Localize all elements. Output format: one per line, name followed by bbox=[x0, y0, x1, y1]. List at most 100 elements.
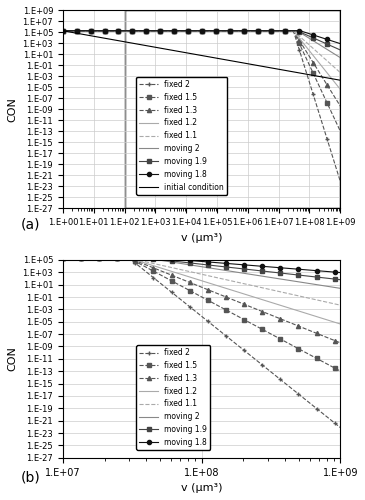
moving 2 bbox=[324, 283, 328, 289]
moving 1.8 bbox=[262, 28, 267, 34]
fixed 1.3 bbox=[338, 103, 342, 109]
fixed 1.2 bbox=[61, 28, 65, 34]
moving 2 bbox=[262, 28, 267, 34]
moving 1.9 bbox=[77, 255, 82, 261]
fixed 1.2 bbox=[94, 28, 99, 34]
initial condition bbox=[61, 28, 65, 34]
moving 1.9 bbox=[61, 255, 65, 261]
fixed 1.1 bbox=[324, 299, 328, 305]
fixed 1.2 bbox=[324, 316, 328, 322]
moving 1.8 bbox=[61, 28, 65, 34]
moving 1.8 bbox=[94, 28, 99, 34]
fixed 2 bbox=[72, 255, 76, 261]
moving 1.9 bbox=[324, 275, 328, 281]
X-axis label: v (μm³): v (μm³) bbox=[181, 232, 222, 242]
fixed 1.2 bbox=[170, 28, 175, 34]
X-axis label: v (μm³): v (μm³) bbox=[181, 483, 222, 493]
fixed 1.5 bbox=[314, 356, 319, 362]
moving 1.8 bbox=[314, 268, 319, 274]
fixed 1.3 bbox=[112, 255, 117, 261]
fixed 1.5 bbox=[235, 28, 239, 34]
fixed 1.5 bbox=[61, 28, 65, 34]
fixed 1.1 bbox=[77, 255, 82, 261]
fixed 2 bbox=[324, 414, 328, 420]
initial condition bbox=[261, 64, 265, 70]
moving 1.8 bbox=[338, 40, 342, 46]
Line: moving 2: moving 2 bbox=[63, 31, 340, 58]
moving 2 bbox=[72, 255, 76, 261]
Line: fixed 1.1: fixed 1.1 bbox=[63, 31, 340, 72]
Line: moving 2: moving 2 bbox=[63, 258, 340, 288]
Line: moving 1.9: moving 1.9 bbox=[61, 28, 342, 52]
fixed 1.2 bbox=[314, 314, 319, 320]
Text: (a): (a) bbox=[21, 217, 41, 231]
moving 1.9 bbox=[338, 47, 342, 53]
fixed 1.1 bbox=[314, 297, 319, 303]
initial condition bbox=[338, 77, 342, 83]
fixed 1.1 bbox=[338, 70, 342, 75]
fixed 1.2 bbox=[151, 28, 155, 34]
fixed 1.3 bbox=[314, 330, 319, 336]
fixed 2 bbox=[338, 178, 342, 184]
fixed 1.5 bbox=[338, 368, 342, 374]
moving 1.8 bbox=[112, 255, 117, 261]
Legend: fixed 2, fixed 1.5, fixed 1.3, fixed 1.2, fixed 1.1, moving 2, moving 1.9, movin: fixed 2, fixed 1.5, fixed 1.3, fixed 1.2… bbox=[136, 77, 227, 194]
fixed 1.5 bbox=[77, 255, 82, 261]
fixed 2 bbox=[94, 28, 99, 34]
moving 2 bbox=[170, 28, 175, 34]
fixed 1.3 bbox=[235, 28, 239, 34]
Text: (b): (b) bbox=[21, 470, 41, 484]
fixed 2 bbox=[135, 262, 139, 268]
moving 1.9 bbox=[261, 28, 265, 34]
fixed 1.3 bbox=[77, 255, 82, 261]
Line: fixed 1.5: fixed 1.5 bbox=[61, 28, 342, 134]
initial condition bbox=[235, 59, 239, 65]
initial condition bbox=[94, 34, 99, 40]
Line: moving 1.9: moving 1.9 bbox=[61, 256, 342, 282]
moving 2 bbox=[235, 28, 239, 34]
moving 2 bbox=[77, 255, 82, 261]
moving 2 bbox=[338, 286, 342, 292]
fixed 1.3 bbox=[338, 340, 342, 346]
fixed 2 bbox=[170, 28, 175, 34]
Line: fixed 1.1: fixed 1.1 bbox=[63, 258, 340, 305]
moving 1.8 bbox=[135, 255, 139, 261]
fixed 1.2 bbox=[72, 255, 76, 261]
fixed 1.1 bbox=[61, 28, 65, 34]
fixed 1.1 bbox=[94, 28, 99, 34]
fixed 1.2 bbox=[135, 258, 139, 264]
fixed 1.3 bbox=[94, 28, 99, 34]
fixed 1.3 bbox=[72, 255, 76, 261]
fixed 2 bbox=[112, 255, 117, 261]
moving 1.8 bbox=[77, 255, 82, 261]
Line: fixed 2: fixed 2 bbox=[61, 28, 342, 184]
Line: moving 1.8: moving 1.8 bbox=[61, 28, 342, 46]
moving 1.8 bbox=[324, 268, 328, 274]
moving 2 bbox=[61, 28, 65, 34]
Line: fixed 1.2: fixed 1.2 bbox=[63, 31, 340, 90]
fixed 2 bbox=[314, 406, 319, 411]
fixed 2 bbox=[261, 28, 265, 34]
fixed 1.1 bbox=[235, 28, 239, 34]
fixed 2 bbox=[338, 424, 342, 430]
moving 1.9 bbox=[135, 255, 139, 261]
fixed 1.3 bbox=[61, 28, 65, 34]
fixed 2 bbox=[61, 255, 65, 261]
Y-axis label: CON: CON bbox=[7, 346, 17, 372]
Line: initial condition: initial condition bbox=[63, 31, 340, 80]
initial condition bbox=[151, 44, 155, 50]
fixed 1.1 bbox=[61, 255, 65, 261]
moving 2 bbox=[314, 282, 319, 288]
Line: fixed 1.5: fixed 1.5 bbox=[61, 256, 342, 373]
moving 2 bbox=[135, 255, 139, 261]
moving 1.8 bbox=[72, 255, 76, 261]
Legend: fixed 2, fixed 1.5, fixed 1.3, fixed 1.2, fixed 1.1, moving 2, moving 1.9, movin: fixed 2, fixed 1.5, fixed 1.3, fixed 1.2… bbox=[136, 345, 210, 450]
Line: fixed 1.2: fixed 1.2 bbox=[63, 258, 340, 324]
Line: moving 1.8: moving 1.8 bbox=[61, 256, 342, 274]
fixed 1.5 bbox=[262, 28, 267, 34]
initial condition bbox=[262, 64, 267, 70]
moving 1.9 bbox=[94, 28, 99, 34]
fixed 1.2 bbox=[261, 28, 265, 34]
fixed 1.5 bbox=[135, 259, 139, 265]
moving 1.8 bbox=[170, 28, 175, 34]
